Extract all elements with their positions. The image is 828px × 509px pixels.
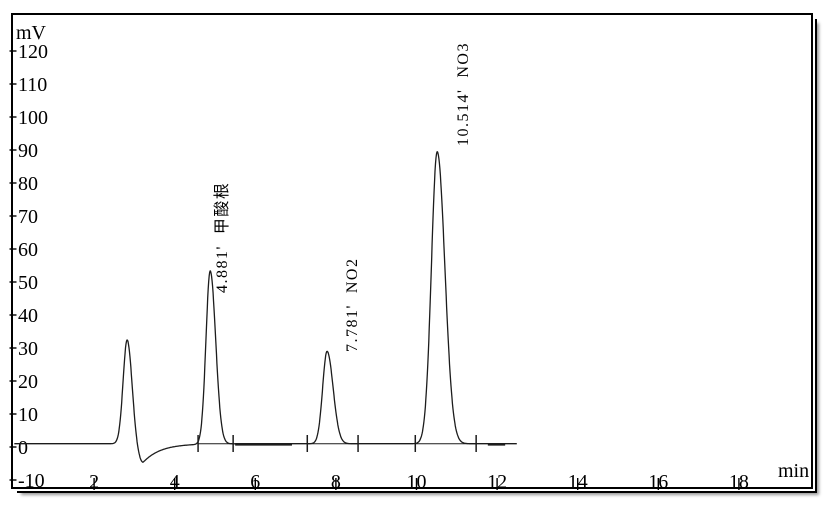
x-tick-label: 4 <box>170 471 180 493</box>
y-tick-label: 50 <box>18 272 38 294</box>
y-tick-label: 60 <box>18 239 38 261</box>
y-tick-label: 80 <box>18 173 38 195</box>
y-axis-unit-label: mV <box>16 22 46 44</box>
y-tick-label: 30 <box>18 338 38 360</box>
chromatogram-trace <box>14 151 517 463</box>
y-tick-label: 0 <box>18 437 28 459</box>
y-tick-label: 20 <box>18 371 38 393</box>
peak-label: 4.881' 甲酸根 <box>214 182 232 294</box>
peak-label: 10.514' NO3 <box>455 41 473 146</box>
y-tick-label: 10 <box>18 404 38 426</box>
y-tick-label: 120 <box>18 41 48 63</box>
x-tick-label: 18 <box>729 471 749 493</box>
x-tick-label: 14 <box>568 471 588 493</box>
y-tick-label: 70 <box>18 206 38 228</box>
y-tick-label: 100 <box>18 107 48 129</box>
y-tick-label: 40 <box>18 305 38 327</box>
x-tick-label: 8 <box>331 471 341 493</box>
x-tick-label: 6 <box>250 471 260 493</box>
x-axis-unit-label: min <box>778 460 810 482</box>
x-tick-label: 12 <box>487 471 507 493</box>
y-tick-label: 90 <box>18 140 38 162</box>
x-tick-label: 2 <box>89 471 99 493</box>
y-tick-label: -10 <box>18 470 45 492</box>
peak-label: 7.781' NO2 <box>344 257 362 353</box>
x-tick-label: 16 <box>648 471 668 493</box>
x-tick-label: 10 <box>407 471 427 493</box>
plot-frame <box>11 13 813 489</box>
y-tick-label: 110 <box>18 74 47 96</box>
